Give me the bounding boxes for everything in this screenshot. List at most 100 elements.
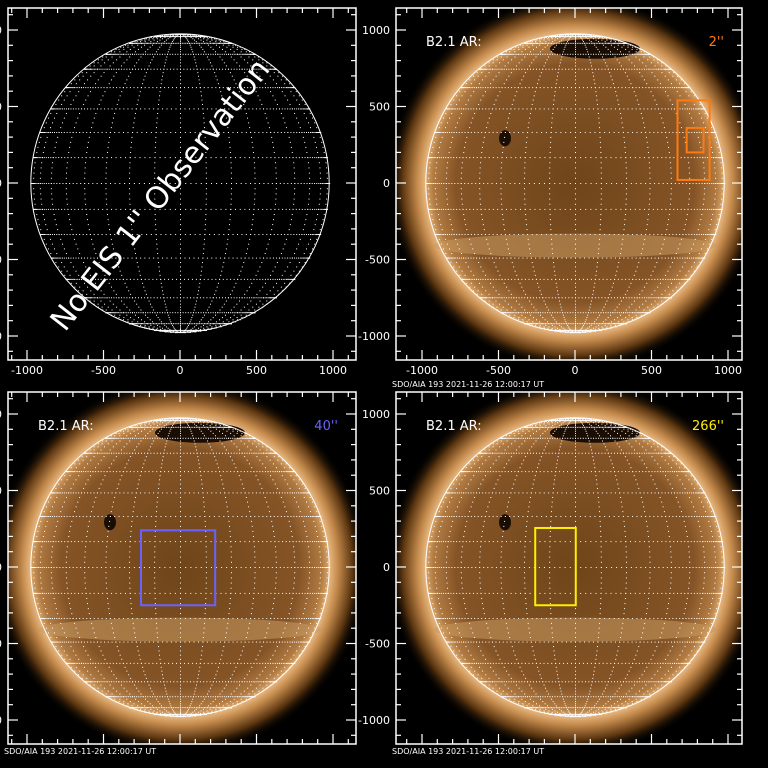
- grid-dot: [244, 257, 246, 259]
- grid-dot: [255, 257, 257, 259]
- grid-dot: [580, 53, 582, 55]
- grid-dot: [431, 183, 433, 184]
- grid-dot: [698, 131, 700, 133]
- grid-dot: [679, 131, 681, 133]
- grid-dot: [138, 53, 140, 55]
- grid-dot: [298, 234, 300, 236]
- grid-dot: [223, 234, 225, 236]
- grid-dot: [559, 87, 561, 89]
- grid-dot: [41, 234, 43, 236]
- grid-dot: [488, 157, 490, 159]
- grid-dot: [318, 157, 320, 159]
- grid-dot: [469, 286, 471, 288]
- grid-dot: [108, 83, 110, 85]
- grid-dot: [469, 79, 471, 81]
- grid-dot: [290, 278, 292, 280]
- grid-dot: [104, 274, 106, 276]
- grid-dot: [593, 36, 595, 38]
- grid-dot: [274, 99, 276, 101]
- grid-dot: [101, 306, 103, 308]
- grid-dot: [257, 297, 259, 299]
- grid-dot: [169, 183, 171, 184]
- grid-dot: [261, 103, 263, 105]
- grid-dot: [129, 177, 131, 179]
- grid-dot: [180, 46, 181, 48]
- grid-dot: [203, 243, 205, 245]
- grid-dot: [294, 183, 296, 184]
- grid-dot: [284, 243, 286, 245]
- grid-dot: [464, 91, 466, 93]
- grid-dot: [190, 208, 192, 210]
- grid-dot: [215, 297, 217, 299]
- grid-dot: [303, 112, 305, 114]
- grid-dot: [259, 108, 261, 110]
- grid-dot: [154, 177, 156, 179]
- grid-dot: [181, 323, 183, 325]
- grid-dot: [192, 329, 194, 331]
- grid-dot: [194, 306, 196, 308]
- grid-dot: [126, 79, 128, 81]
- grid-dot: [247, 53, 249, 55]
- grid-dot: [250, 312, 252, 314]
- grid-dot: [427, 183, 429, 184]
- grid-dot: [228, 108, 230, 110]
- grid-dot: [515, 157, 517, 159]
- grid-dot: [236, 68, 238, 70]
- grid-dot: [229, 214, 231, 216]
- grid-dot: [137, 99, 139, 101]
- grid-dot: [273, 68, 275, 70]
- grid-dot: [41, 183, 43, 184]
- grid-dot: [595, 157, 597, 159]
- grid-dot: [194, 34, 196, 36]
- grid-dot: [617, 297, 619, 299]
- grid-dot: [240, 95, 242, 97]
- grid-dot: [40, 136, 42, 138]
- grid-dot: [183, 330, 185, 332]
- grid-dot: [672, 131, 674, 133]
- grid-dot: [209, 68, 211, 70]
- grid-dot: [133, 42, 135, 44]
- grid-dot: [497, 68, 499, 70]
- grid-dot: [183, 323, 185, 325]
- grid-dot: [160, 321, 162, 323]
- grid-dot: [564, 42, 566, 44]
- grid-dot: [441, 131, 443, 133]
- grid-dot: [102, 270, 104, 272]
- grid-dot: [108, 53, 110, 55]
- grid-dot: [438, 131, 440, 133]
- grid-dot: [262, 286, 264, 288]
- grid-dot: [488, 62, 490, 64]
- grid-dot: [476, 278, 478, 280]
- grid-dot: [196, 36, 198, 38]
- grid-dot: [51, 122, 53, 124]
- grid-dot: [287, 257, 289, 259]
- grid-dot: [230, 48, 232, 50]
- grid-dot: [582, 312, 584, 314]
- grid-dot: [232, 46, 234, 48]
- grid-dot: [506, 312, 508, 314]
- grid-dot: [438, 238, 440, 240]
- grid-dot: [69, 183, 71, 184]
- grid-dot: [610, 297, 612, 299]
- grid-dot: [163, 36, 165, 38]
- grid-dot: [174, 323, 176, 325]
- grid-dot: [689, 278, 691, 280]
- grid-dot: [172, 329, 174, 331]
- grid-dot: [693, 131, 695, 133]
- grid-dot: [240, 312, 242, 314]
- grid-dot: [449, 108, 451, 110]
- grid-dot: [227, 238, 229, 240]
- grid-dot: [233, 306, 235, 308]
- grid-dot: [456, 157, 458, 159]
- grid-dot: [156, 68, 158, 70]
- grid-dot: [222, 48, 224, 50]
- grid-dot: [167, 36, 169, 38]
- grid-dot: [447, 257, 449, 259]
- grid-dot: [106, 53, 108, 55]
- grid-dot: [209, 234, 211, 236]
- grid-dot: [226, 319, 228, 321]
- grid-dot: [102, 95, 104, 97]
- grid-dot: [492, 278, 494, 280]
- grid-dot: [436, 234, 438, 236]
- grid-dot: [93, 117, 95, 119]
